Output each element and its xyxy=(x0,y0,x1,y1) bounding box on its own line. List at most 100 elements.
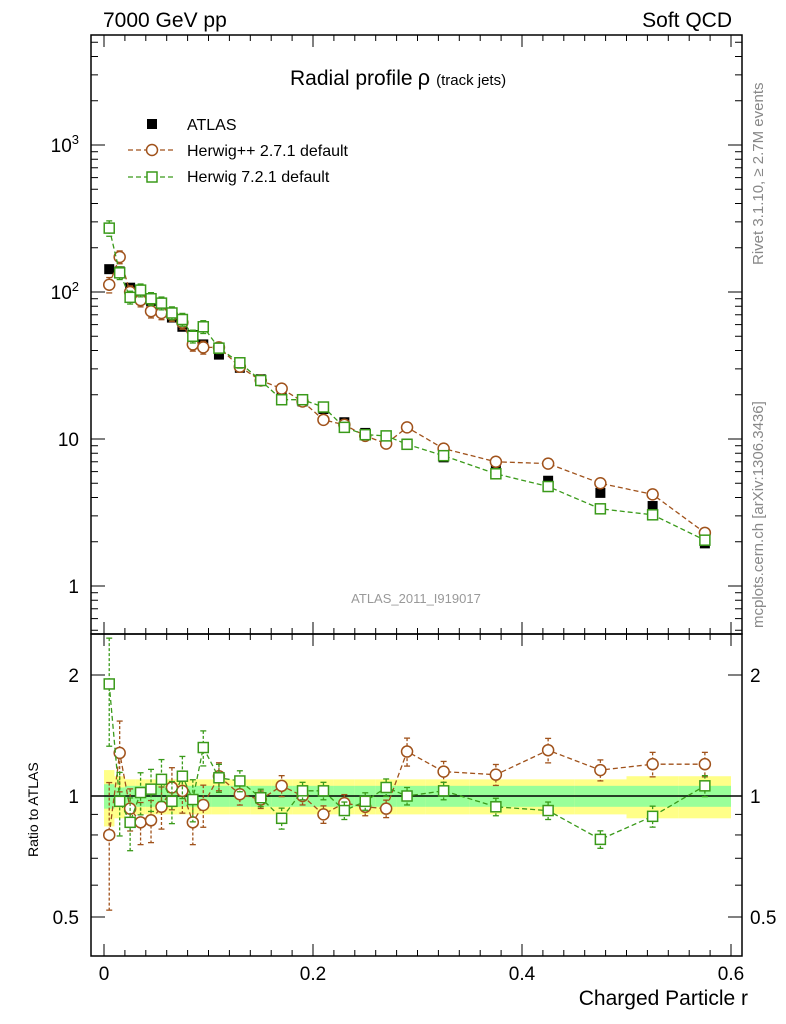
herwigpp-ratio-point xyxy=(155,800,168,814)
herwigpp-ratio-point xyxy=(698,757,712,771)
herwig7-main-point xyxy=(187,330,199,343)
herwig7-main-point xyxy=(213,342,225,354)
y-tick-label-ratio-right: 1 xyxy=(750,787,761,808)
herwig7-main-point xyxy=(176,313,189,326)
herwig7-ratio-point xyxy=(255,792,267,804)
herwig7-ratio-point xyxy=(275,812,288,825)
y-tick-label-ratio-right: 2 xyxy=(750,666,761,687)
plot-title: Radial profile ρ (track jets) xyxy=(290,65,506,90)
herwig7-ratio-point xyxy=(155,773,168,786)
herwig7-main-point xyxy=(255,374,267,387)
herwigpp-ratio-point xyxy=(437,765,450,778)
herwig7-main-point xyxy=(646,509,659,521)
herwigpp-main-point xyxy=(102,278,116,292)
herwig7-main-point xyxy=(155,297,168,309)
atlas-point xyxy=(543,475,554,486)
herwig7-ratio-point xyxy=(699,780,711,792)
herwigpp-ratio-point xyxy=(400,745,414,758)
x-tick-label: 0.6 xyxy=(718,964,744,985)
herwig7-ratio-point xyxy=(401,790,413,802)
herwigpp-ratio-point xyxy=(144,814,158,827)
herwigpp-ratio-point xyxy=(102,828,116,842)
atlas-point xyxy=(104,264,115,275)
atlas-point xyxy=(647,501,658,512)
herwigpp-main-point xyxy=(489,455,503,469)
herwig7-main-point xyxy=(166,307,178,319)
herwig7-main-point xyxy=(437,449,450,462)
herwigpp-main-point xyxy=(594,477,607,490)
mcplots-label: mcplots.cern.ch [arXiv:1306.3436] xyxy=(750,401,767,628)
herwig7-ratio-point xyxy=(359,795,371,808)
y-tick-label-ratio: 2 xyxy=(68,666,79,687)
herwig7-ratio-point xyxy=(176,770,189,782)
watermark: ATLAS_2011_I919017 xyxy=(351,591,481,606)
header-left: 7000 GeV pp xyxy=(103,9,227,32)
herwigpp-main-point xyxy=(646,488,659,501)
legend-atlas-marker xyxy=(147,119,157,129)
herwig7-ratio-point xyxy=(490,801,502,813)
herwigpp-main-point xyxy=(113,250,126,264)
atlas-point xyxy=(213,349,224,360)
herwigpp-ratio-point xyxy=(489,768,503,781)
herwig7-main-point xyxy=(317,401,330,413)
herwig7-ratio-point xyxy=(646,810,659,823)
herwig7-ratio-point xyxy=(317,785,330,797)
herwigpp-ratio-point xyxy=(275,779,288,793)
herwigpp-ratio-point xyxy=(379,802,393,815)
herwig7-ratio-point xyxy=(234,775,246,787)
herwig7-main-point xyxy=(359,428,371,441)
y-tick-label-main: 102 xyxy=(51,279,79,304)
herwigpp-main-point xyxy=(400,421,414,434)
legend-herwigpp-marker xyxy=(145,143,159,157)
y-tick-exponent: 3 xyxy=(72,132,79,147)
herwig7-main-point xyxy=(234,357,246,369)
atlas-point xyxy=(595,487,606,498)
plot-title-suffix: (track jets) xyxy=(436,72,506,89)
herwigpp-ratio-point xyxy=(594,763,607,777)
legend-herwigpp-label: Herwig++ 2.7.1 default xyxy=(187,143,349,160)
herwig7-ratio-point xyxy=(594,833,607,846)
plot-title-symbol: ρ xyxy=(418,65,431,90)
herwig7-main-point xyxy=(103,222,115,234)
herwig7-main-point xyxy=(401,438,413,451)
herwig7-ratio-point xyxy=(103,678,115,690)
series-layer xyxy=(102,220,712,911)
herwig7-main-point xyxy=(594,503,607,515)
herwig7-main-line xyxy=(108,227,706,541)
y-tick-exponent: 2 xyxy=(72,279,79,294)
herwigpp-main-point xyxy=(541,457,555,470)
rivet-label: Rivet 3.1.10, ≥ 2.7M events xyxy=(750,83,767,266)
herwig7-main-point xyxy=(275,393,288,406)
herwig7-main-point xyxy=(134,284,147,296)
y-tick-label-main: 1 xyxy=(68,577,79,598)
herwig7-ratio-point xyxy=(213,772,225,784)
herwig7-ratio-point xyxy=(134,786,147,799)
herwigpp-ratio-point xyxy=(317,808,330,821)
herwig7-main-point xyxy=(145,292,157,305)
herwigpp-main-line xyxy=(108,254,706,534)
herwig7-main-point xyxy=(296,393,309,406)
herwig7-ratio-point xyxy=(437,785,450,797)
legend-herwig7-label: Herwig 7.2.1 default xyxy=(187,169,330,186)
herwig7-ratio-point xyxy=(113,795,126,808)
herwig7-ratio-point xyxy=(145,783,157,795)
y-tick-label-ratio-right: 0.5 xyxy=(750,908,776,929)
herwig7-main-point xyxy=(490,468,502,480)
herwig7-ratio-point xyxy=(187,793,199,806)
herwig7-ratio-point xyxy=(197,741,210,754)
herwig7-ratio-point xyxy=(124,816,136,829)
herwigpp-main-point xyxy=(144,304,158,318)
herwigpp-main-point xyxy=(197,341,210,354)
herwigpp-ratio-point xyxy=(134,816,147,829)
herwig7-main-point xyxy=(197,321,210,333)
herwig7-main-point xyxy=(699,534,711,546)
herwigpp-ratio-point xyxy=(233,788,247,801)
herwig7-main-point xyxy=(124,291,136,304)
legend-herwig7-marker xyxy=(146,171,158,183)
herwigpp-ratio-point xyxy=(113,746,126,760)
plot-title-main: Radial profile xyxy=(290,67,413,90)
herwig7-ratio-line xyxy=(108,683,706,841)
axes: 0 0.2 0.4 0.6 1 10 102 103 0.5 0.5 1 1 2 2 xyxy=(51,35,776,985)
herwigpp-ratio-point xyxy=(646,757,659,771)
